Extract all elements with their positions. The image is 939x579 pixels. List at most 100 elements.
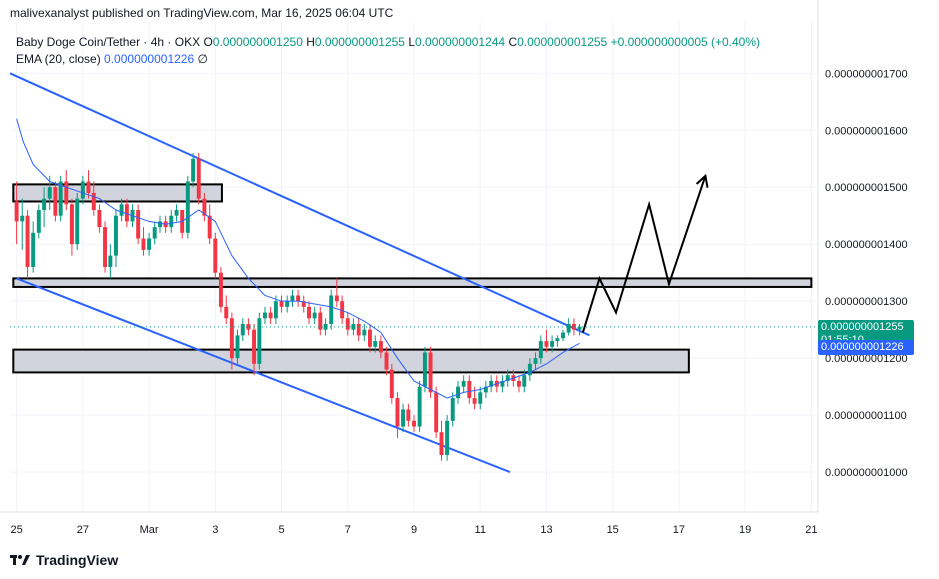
ema-price-value: 0.000000001226	[821, 341, 904, 354]
open-label: O	[203, 35, 213, 49]
x-tick-label: 15	[607, 524, 619, 536]
trendline-lower	[16, 277, 511, 474]
candle-body	[124, 204, 129, 222]
candle-body	[136, 210, 141, 239]
x-tick-label: 19	[739, 524, 751, 536]
candle-body	[422, 352, 427, 387]
candle-body	[329, 295, 334, 324]
candle-body	[257, 318, 262, 364]
candle-body	[75, 198, 80, 245]
ema-price-tag: 0.000000001226	[818, 340, 914, 356]
candle-body	[439, 432, 444, 456]
candle-body	[522, 375, 527, 387]
y-tick-label: 0.000000001200	[825, 353, 908, 365]
candle-body	[489, 380, 494, 387]
candle-body	[80, 181, 85, 199]
candle-body	[152, 227, 157, 239]
candle-body	[323, 323, 328, 330]
candle-body	[395, 398, 400, 427]
candle-body	[279, 301, 284, 307]
low-label: L	[408, 35, 416, 49]
candle-body	[86, 181, 91, 193]
candle-body	[384, 352, 389, 370]
candle-body	[367, 329, 372, 347]
last-price-value: 0.000000001255	[821, 320, 904, 333]
candle-body	[412, 420, 416, 427]
candle-body	[158, 221, 162, 228]
candle-body	[113, 215, 118, 256]
candle-body	[362, 329, 367, 336]
projection-polyline	[581, 175, 707, 333]
chart-legend: Baby Doge Coin/Tether · 4h · OKX O0.0000…	[16, 34, 760, 68]
candle-body	[202, 198, 207, 216]
candle-body	[229, 318, 234, 359]
candle-body	[456, 386, 461, 399]
symbol-label[interactable]: Baby Doge Coin/Tether · 4h · OKX	[16, 35, 201, 49]
candle-body	[307, 306, 311, 319]
change-value: +0.000000000005 (+0.40%)	[610, 35, 761, 49]
candle-body	[577, 326, 582, 330]
candle-body	[472, 398, 477, 404]
y-tick-label: 0.000000001700	[825, 68, 908, 80]
candle-body	[445, 420, 450, 456]
candle-body	[263, 312, 267, 319]
y-tick-label: 0.000000001100	[825, 410, 907, 422]
candle-body	[461, 380, 466, 387]
candle-body	[91, 192, 96, 211]
candle-body	[213, 238, 218, 273]
candle-body	[505, 375, 510, 381]
candle-body	[246, 323, 251, 330]
candle-body	[340, 301, 345, 319]
x-tick-label: 5	[278, 524, 284, 536]
candle-body	[571, 323, 576, 330]
low-value: 0.000000001244	[415, 35, 506, 49]
high-label: H	[306, 35, 315, 49]
candle-body	[119, 204, 124, 216]
candle-body	[517, 380, 521, 387]
ema-label[interactable]: EMA (20, close)	[16, 52, 101, 66]
high-value: 0.000000001255	[314, 35, 405, 49]
tradingview-logo-icon	[10, 555, 30, 565]
y-tick-label: 0.000000001500	[825, 182, 908, 194]
candle-body	[252, 329, 257, 364]
open-value: 0.000000001250	[212, 35, 303, 49]
zone-low	[12, 348, 690, 374]
candle-body	[185, 181, 190, 233]
candle-body	[296, 295, 301, 302]
candle-body	[345, 318, 350, 330]
candle-body	[224, 306, 229, 319]
candle-body	[555, 338, 560, 342]
candle-body	[550, 341, 555, 347]
candle-body	[566, 323, 571, 333]
candle-body	[108, 255, 113, 267]
ema-polyline	[16, 118, 580, 399]
y-axis: 0.000000001700 0.000000001600 0.0000000015…	[817, 0, 908, 512]
y-tick-label: 0.000000001000	[825, 467, 908, 479]
candle-body	[207, 215, 212, 239]
ema-line	[16, 118, 580, 399]
candle-body	[417, 386, 422, 427]
candle-body	[58, 181, 63, 216]
candle-body	[538, 341, 543, 359]
candle-body	[191, 158, 196, 182]
candle-body	[561, 332, 565, 339]
zone-mid	[12, 277, 813, 288]
candle-body	[378, 341, 383, 353]
brand-name: TradingView	[36, 552, 119, 568]
ema-extra-icon[interactable]: ∅	[197, 52, 208, 66]
x-tick-label: 3	[212, 524, 218, 536]
candle-body	[47, 187, 52, 199]
candle-body	[467, 380, 472, 399]
candle-body	[25, 215, 30, 267]
candle-body	[20, 215, 25, 222]
x-tick-label: 13	[540, 524, 552, 536]
candle-body	[36, 210, 41, 233]
candle-body	[285, 301, 290, 307]
candle-body	[318, 312, 323, 330]
close-value: 0.000000001255	[517, 35, 608, 49]
candle-body	[406, 409, 411, 421]
tradingview-footer[interactable]: TradingView	[10, 552, 118, 568]
ema-value: 0.000000001226	[104, 52, 195, 66]
candle-body	[450, 398, 455, 421]
